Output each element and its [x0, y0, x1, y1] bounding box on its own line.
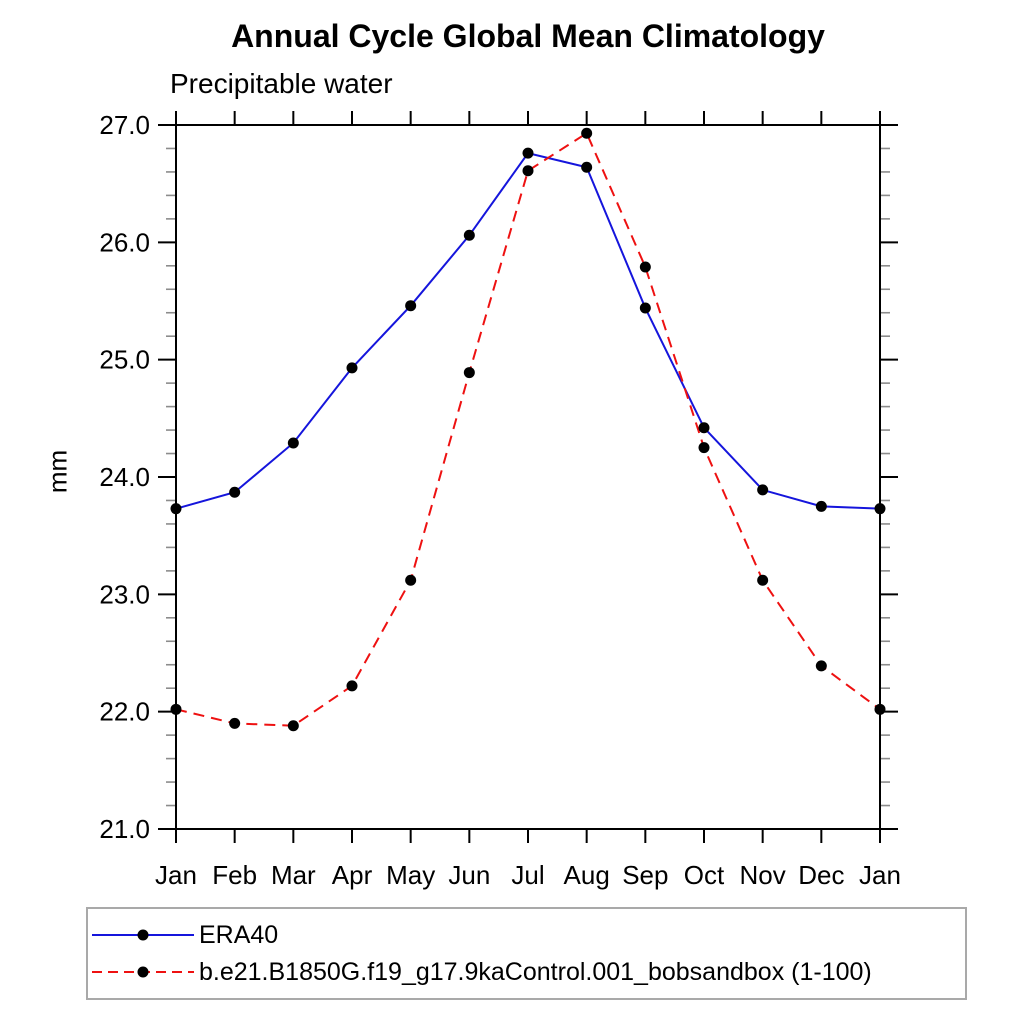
x-tick-label: Dec: [798, 860, 844, 890]
data-point-marker-model-run: [698, 442, 710, 454]
legend-item-model-run: b.e21.B1850G.f19_g17.9kaControl.001_bobs…: [90, 954, 965, 991]
x-tick-label: Apr: [332, 860, 373, 890]
data-point-marker-era40: [874, 503, 886, 515]
x-tick-label: Sep: [622, 860, 668, 890]
data-point-marker-era40: [581, 161, 593, 173]
data-point-marker-model-run: [346, 680, 358, 692]
legend-item-era40: ERA40: [90, 917, 965, 954]
series-line-era40: [175, 152, 881, 510]
y-tick-label: 26.0: [99, 227, 150, 257]
legend-line-sample-model-run: [92, 966, 194, 978]
chart-title: Annual Cycle Global Mean Climatology: [231, 18, 825, 54]
data-point-marker-model-run: [463, 367, 475, 379]
data-point-marker-model-run: [229, 717, 241, 729]
plot-border: [175, 124, 881, 830]
x-tick-label: Jan: [859, 860, 901, 890]
data-point-marker-model-run: [757, 574, 769, 586]
y-tick-label: 27.0: [99, 110, 150, 140]
x-tick-label: Jun: [448, 860, 490, 890]
data-point-marker-model-run: [287, 720, 299, 732]
legend-line-sample-era40: [92, 929, 194, 941]
y-tick-label: 22.0: [99, 697, 150, 727]
legend-label-era40: ERA40: [199, 920, 279, 949]
data-point-marker-era40: [346, 362, 358, 374]
y-tick-label: 23.0: [99, 579, 150, 609]
legend-sample-marker: [137, 966, 149, 978]
x-tick-label: Aug: [564, 860, 610, 890]
legend-label-model-run: b.e21.B1850G.f19_g17.9kaControl.001_bobs…: [199, 957, 872, 986]
data-point-marker-model-run: [581, 127, 593, 139]
data-point-marker-model-run: [639, 261, 651, 273]
x-tick-label: Mar: [271, 860, 316, 890]
x-tick-label: Nov: [740, 860, 786, 890]
data-point-marker-era40: [522, 147, 534, 159]
x-tick-label: May: [386, 860, 435, 890]
data-point-marker-model-run: [405, 574, 417, 586]
legend-sample-marker: [137, 929, 149, 941]
data-point-marker-era40: [229, 486, 241, 498]
data-point-marker-model-run: [874, 703, 886, 715]
data-point-marker-era40: [815, 500, 827, 512]
legend: ERA40 b.e21.B1850G.f19_g17.9kaControl.00…: [86, 907, 967, 1000]
data-point-marker-era40: [170, 503, 182, 515]
data-point-marker-model-run: [815, 660, 827, 672]
data-point-marker-era40: [757, 484, 769, 496]
x-tick-label: Jul: [511, 860, 544, 890]
data-point-marker-model-run: [170, 703, 182, 715]
x-tick-label: Oct: [684, 860, 725, 890]
data-point-marker-era40: [405, 300, 417, 312]
chart-subtitle: Precipitable water: [170, 68, 393, 99]
series-line-model-run: [175, 131, 881, 727]
y-tick-label: 25.0: [99, 345, 150, 375]
data-point-marker-era40: [463, 229, 475, 241]
x-tick-label: Jan: [155, 860, 197, 890]
y-tick-label: 24.0: [99, 462, 150, 492]
data-point-marker-model-run: [522, 165, 534, 177]
data-point-marker-era40: [698, 422, 710, 434]
data-point-marker-era40: [287, 437, 299, 449]
y-tick-label: 21.0: [99, 814, 150, 844]
data-point-marker-era40: [639, 302, 651, 314]
x-tick-label: Feb: [212, 860, 257, 890]
